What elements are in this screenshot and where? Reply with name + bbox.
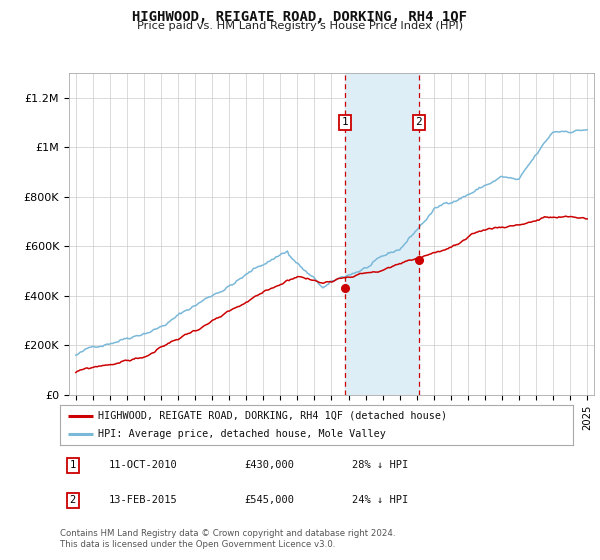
Text: 28% ↓ HPI: 28% ↓ HPI: [352, 460, 409, 470]
Text: 1: 1: [70, 460, 76, 470]
Text: HIGHWOOD, REIGATE ROAD, DORKING, RH4 1QF (detached house): HIGHWOOD, REIGATE ROAD, DORKING, RH4 1QF…: [98, 411, 448, 421]
Bar: [345, 73, 419, 395]
Text: HIGHWOOD, REIGATE ROAD, DORKING, RH4 1QF: HIGHWOOD, REIGATE ROAD, DORKING, RH4 1QF: [133, 10, 467, 24]
Text: Price paid vs. HM Land Registry's House Price Index (HPI): Price paid vs. HM Land Registry's House …: [137, 21, 463, 31]
Text: 1: 1: [341, 118, 348, 127]
Text: £545,000: £545,000: [245, 495, 295, 505]
Text: 13-FEB-2015: 13-FEB-2015: [109, 495, 178, 505]
Text: 11-OCT-2010: 11-OCT-2010: [109, 460, 178, 470]
Text: 2: 2: [415, 118, 422, 127]
Text: Contains HM Land Registry data © Crown copyright and database right 2024.: Contains HM Land Registry data © Crown c…: [60, 529, 395, 538]
Text: HPI: Average price, detached house, Mole Valley: HPI: Average price, detached house, Mole…: [98, 430, 386, 439]
Text: 2: 2: [70, 495, 76, 505]
Text: This data is licensed under the Open Government Licence v3.0.: This data is licensed under the Open Gov…: [60, 540, 335, 549]
Text: £430,000: £430,000: [245, 460, 295, 470]
Text: 24% ↓ HPI: 24% ↓ HPI: [352, 495, 409, 505]
